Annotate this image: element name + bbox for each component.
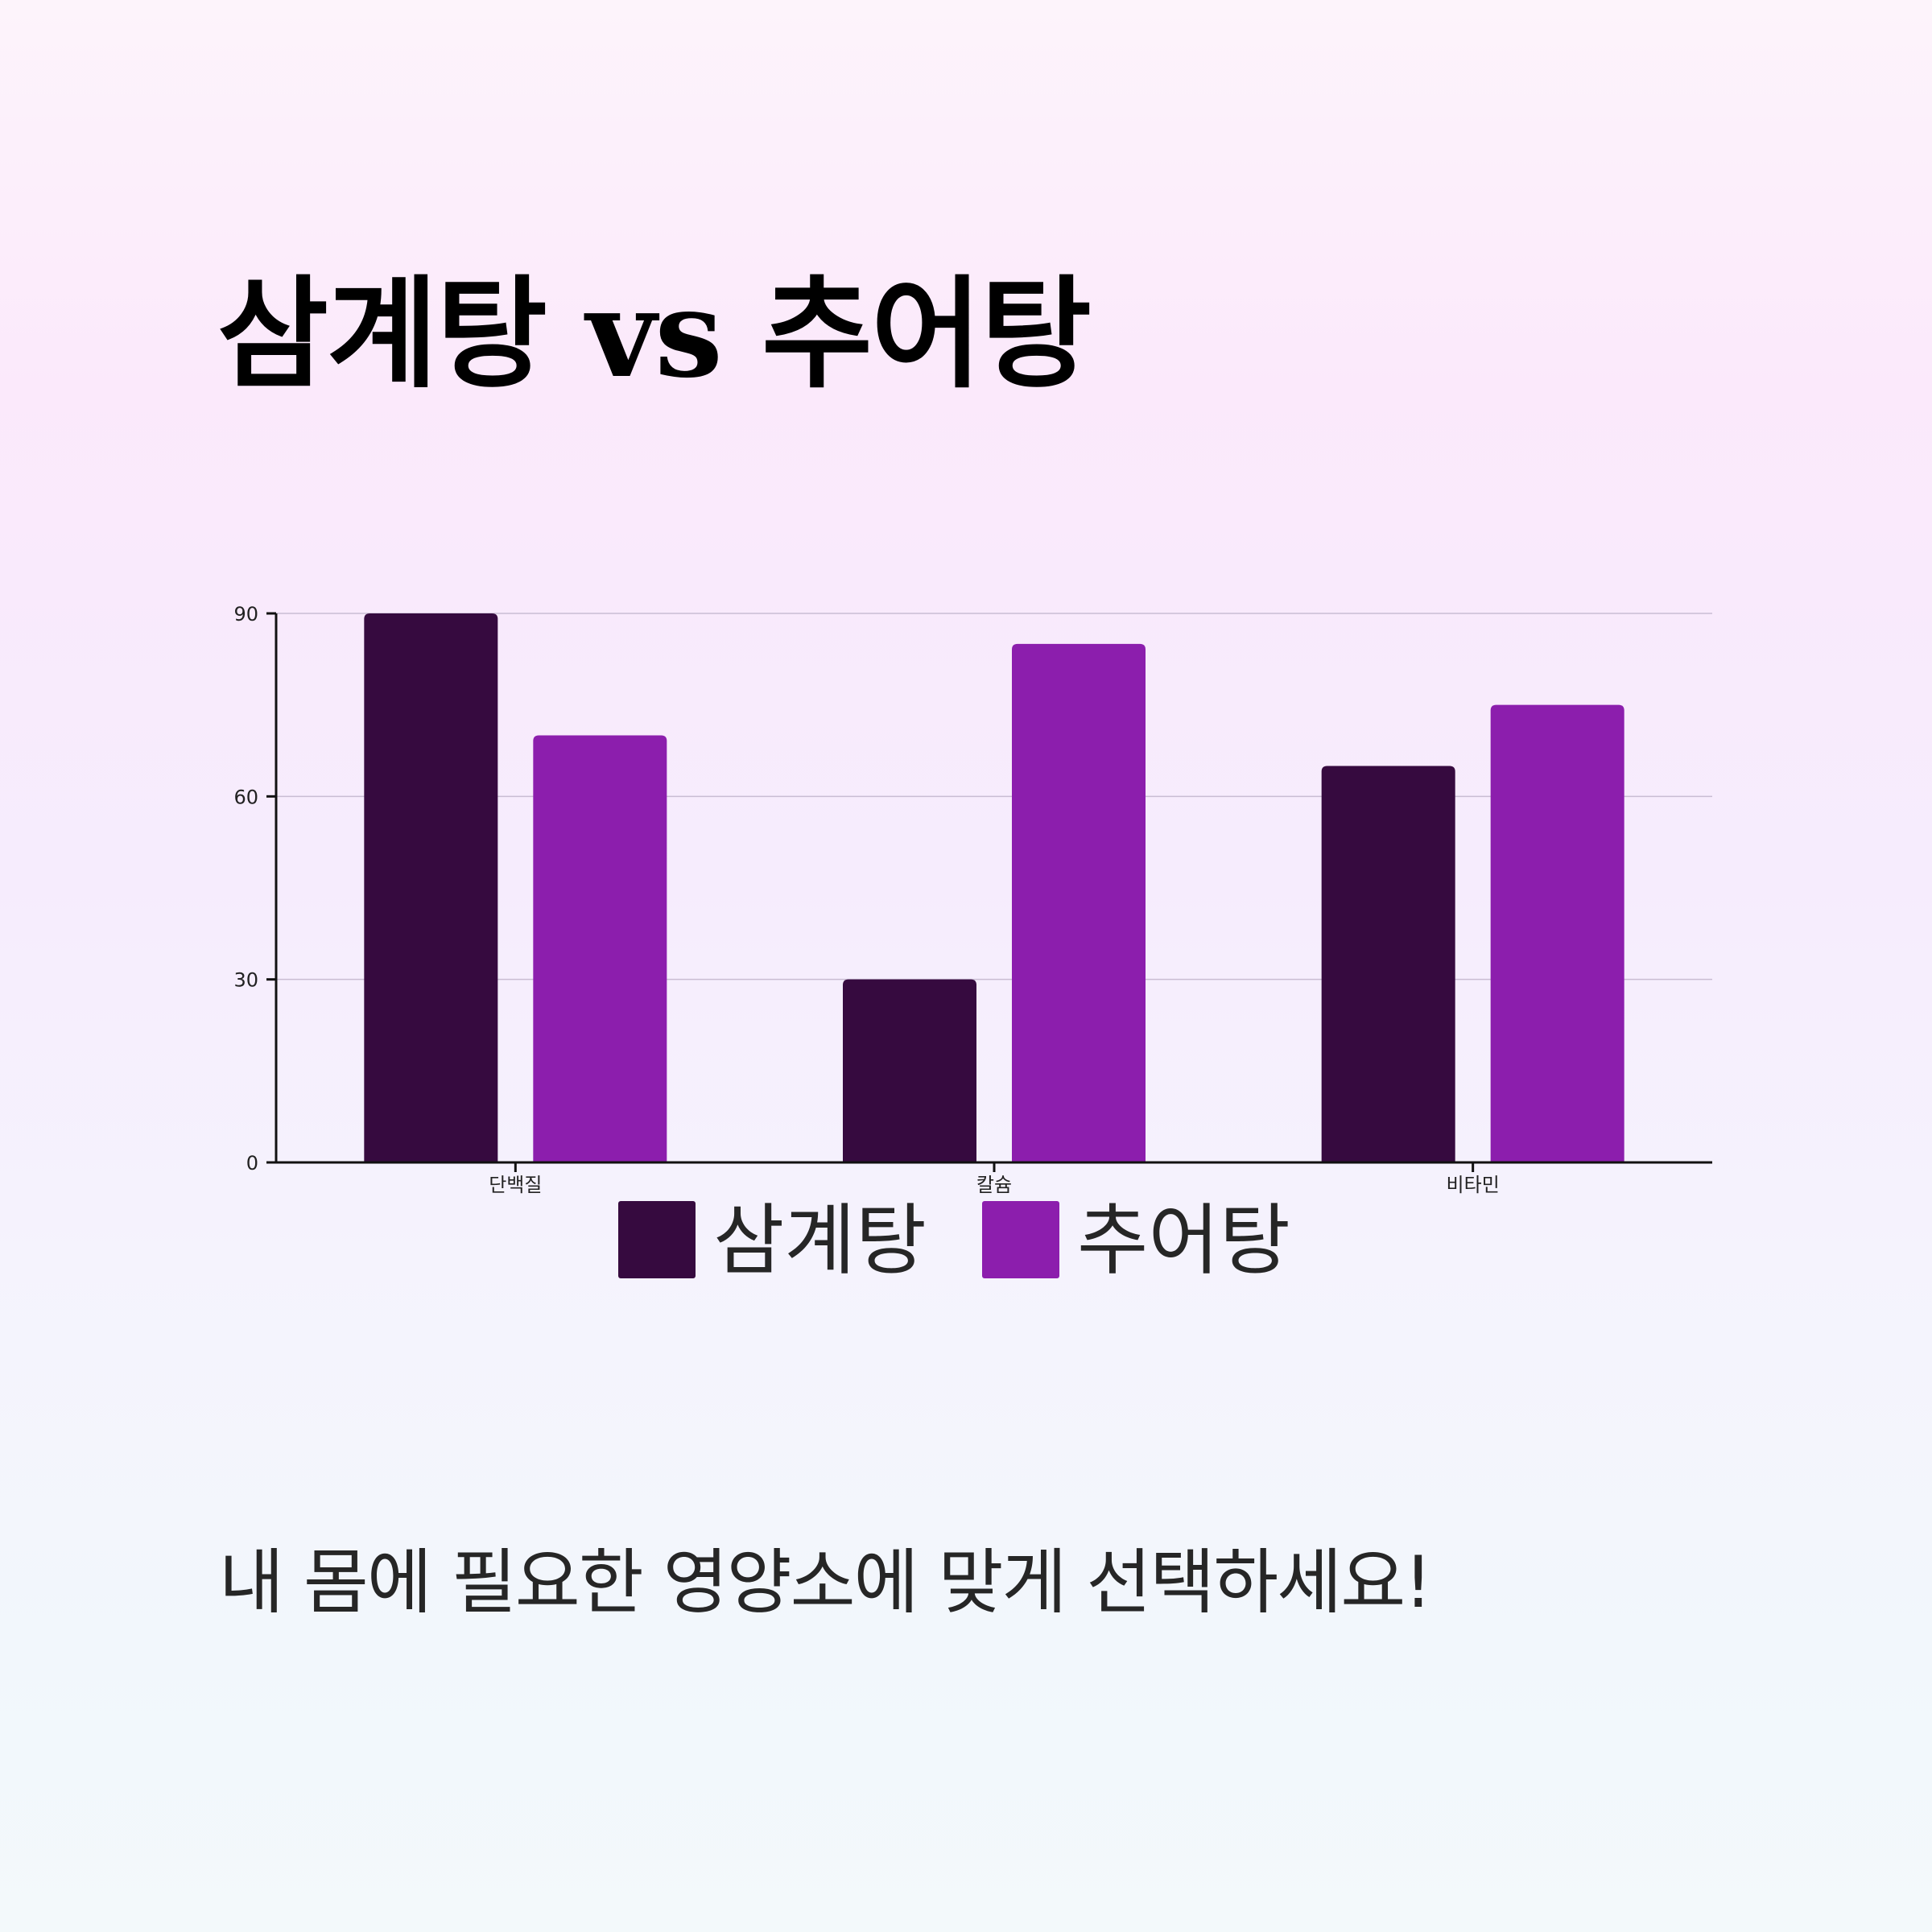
y-tick-label: 30: [233, 969, 258, 992]
y-tick-label: 0: [246, 1152, 258, 1174]
bar: [1490, 704, 1624, 1162]
x-tick-label: 단백질: [489, 1174, 542, 1196]
y-tick-label: 90: [233, 603, 258, 625]
legend-swatch: [982, 1201, 1059, 1278]
axes: 0 30 60 90 단백질 칼슘 비타민: [233, 603, 1712, 1196]
bar: [1321, 766, 1455, 1162]
legend-swatch: [618, 1201, 696, 1278]
bar: [1012, 643, 1146, 1162]
bars: [364, 613, 1624, 1162]
legend-label: 추어탕: [1077, 1195, 1290, 1286]
legend-label: 삼계탕: [713, 1195, 927, 1286]
page-title: 삼계탕 vs 추어탕: [217, 263, 1092, 405]
x-tick-label: 칼슘: [976, 1174, 1012, 1196]
y-tick-label: 60: [233, 786, 258, 808]
grid-lines: [276, 613, 1712, 980]
bar: [364, 613, 498, 1162]
bar: [533, 735, 667, 1162]
legend: 삼계탕 추어탕: [618, 1195, 1290, 1286]
bar: [843, 979, 976, 1162]
x-tick-label: 비타민: [1447, 1174, 1500, 1196]
page-subtitle: 내 몸에 필요한 영양소에 맞게 선택하세요!: [219, 1541, 1432, 1624]
